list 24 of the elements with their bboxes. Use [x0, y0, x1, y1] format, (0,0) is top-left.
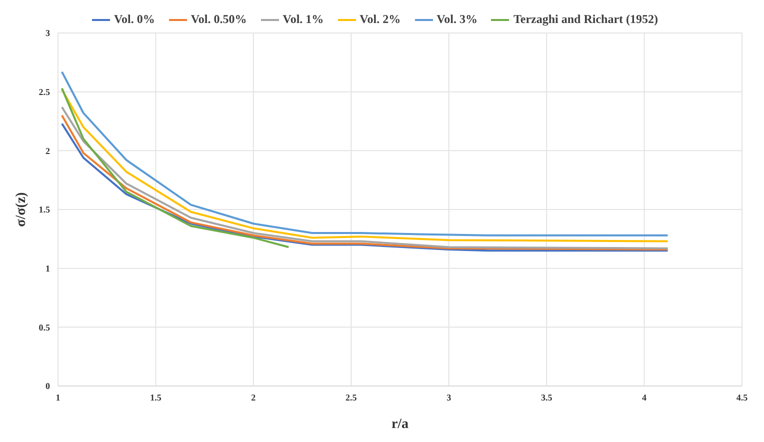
x-tick-label: 2 [251, 392, 256, 402]
legend-label: Vol. 0% [114, 12, 155, 27]
y-tick-label: 2 [46, 146, 50, 156]
x-tick-label: 1 [56, 392, 61, 402]
x-tick-label: 4.5 [736, 392, 748, 402]
legend-label: Vol. 0.50% [190, 12, 247, 27]
legend-label: Vol. 3% [436, 12, 478, 27]
line-series [60, 87, 290, 248]
x-tick-label: 2.5 [346, 392, 358, 402]
x-tick-label: 3 [446, 392, 452, 402]
legend-label: Vol. 2% [360, 12, 401, 27]
x-tick-label: 4 [642, 392, 648, 402]
y-tick-label: 2.5 [38, 87, 50, 98]
y-tick-label: 1 [46, 264, 50, 274]
y-tick-label: 0.5 [38, 322, 50, 332]
x-axis-title: r/a [391, 417, 409, 432]
y-tick-label: 3 [46, 28, 50, 38]
y-axis-title: σ/σ(z) [14, 192, 29, 227]
y-tick-label: 1.5 [38, 204, 50, 215]
legend-label: Terzaghi and Richart (1952) [513, 12, 658, 27]
x-tick-label: 1.5 [150, 392, 162, 402]
legend-label: Vol. 1% [282, 12, 324, 27]
x-tick-label: 3.5 [540, 392, 553, 402]
y-tick-label: 0 [46, 381, 50, 392]
